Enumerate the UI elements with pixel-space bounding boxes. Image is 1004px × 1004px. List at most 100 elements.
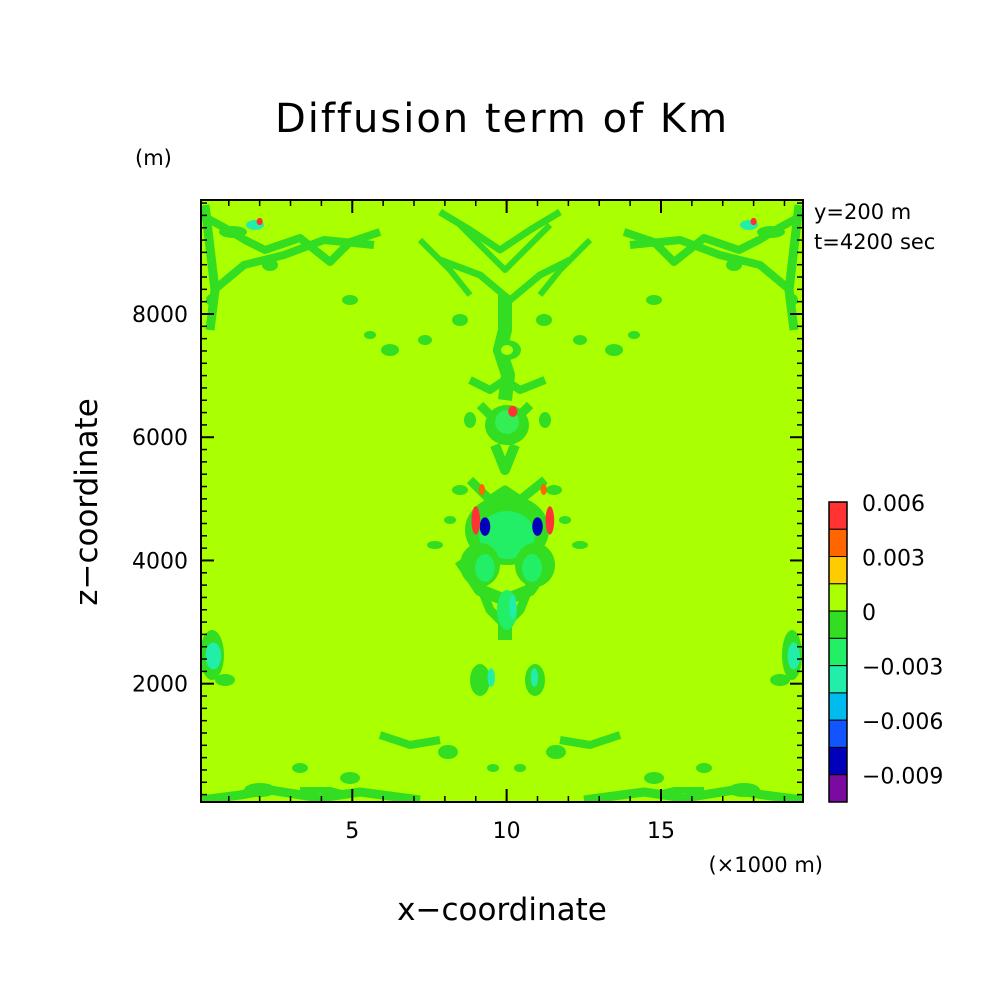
colorbar-swatch xyxy=(828,665,848,694)
contour-band xyxy=(583,785,803,802)
annotation-y-position: y=200 m xyxy=(814,200,911,224)
contour-blob xyxy=(573,335,587,345)
colorbar-swatch xyxy=(828,746,848,776)
contour-blob xyxy=(536,314,552,326)
colorbar-label: −0.006 xyxy=(862,710,943,735)
contour-blob xyxy=(470,664,490,696)
contour-blob xyxy=(475,554,495,582)
contour-blob xyxy=(501,345,513,355)
contour-blob xyxy=(340,772,360,784)
colorbar-swatch xyxy=(828,528,848,558)
y-tick-label: 8000 xyxy=(132,303,188,328)
contour-blob xyxy=(381,344,399,356)
colorbar-label: −0.003 xyxy=(862,656,943,681)
annotation-time: t=4200 sec xyxy=(814,230,935,254)
y-axis-label: z−coordinate xyxy=(69,398,105,606)
contour-blob xyxy=(605,344,623,356)
contour-blob xyxy=(559,516,571,524)
extremum-feature xyxy=(750,217,757,226)
contour-blob xyxy=(546,745,566,759)
contour-blob xyxy=(572,541,588,549)
y-tick-label: 4000 xyxy=(132,549,188,574)
contour-blob xyxy=(696,763,712,773)
contour-blob xyxy=(522,554,542,582)
colorbar-frame xyxy=(828,501,848,803)
contour-band xyxy=(378,731,441,749)
contour-blob xyxy=(452,314,468,326)
contour-band xyxy=(629,236,793,294)
contour-blob xyxy=(726,259,742,271)
colorbar-swatch xyxy=(828,583,848,612)
extremum-feature xyxy=(471,506,481,535)
y-tick-label: 6000 xyxy=(132,426,188,451)
colorbar-swatch xyxy=(828,501,848,530)
contour-band xyxy=(490,443,520,475)
axis-ticks: 5 10 15 2000 4000 6000 8000 xyxy=(132,200,803,844)
contour-blob xyxy=(770,674,790,686)
contour-blob xyxy=(244,783,276,797)
contour-blob xyxy=(487,764,499,772)
extremum-feature xyxy=(540,484,547,496)
colorbar: 0.006 0.003 0 −0.003 −0.006 −0.009 xyxy=(828,492,943,803)
contour-blob xyxy=(539,412,551,428)
colorbar-label: 0 xyxy=(862,601,876,626)
colorbar-swatch xyxy=(828,774,848,803)
contour-blob xyxy=(546,485,562,495)
extremum-feature xyxy=(479,517,491,536)
contour-blob xyxy=(219,226,247,238)
extremum-feature xyxy=(205,642,222,670)
extremum-feature xyxy=(256,217,263,226)
contour-blob xyxy=(215,674,235,686)
plot-frame xyxy=(200,199,804,803)
contour-blob xyxy=(644,772,664,784)
extremum-feature xyxy=(509,594,517,619)
colorbar-label: 0.003 xyxy=(862,547,925,572)
contour-band xyxy=(417,237,473,297)
contour-blob xyxy=(364,331,376,339)
extremum-feature xyxy=(487,668,495,687)
y-tick-label: 2000 xyxy=(132,673,188,698)
contour-blob xyxy=(464,412,476,428)
contour-blob xyxy=(438,745,458,759)
x-tick-label: 10 xyxy=(493,819,521,844)
contour-blob xyxy=(514,764,526,772)
contour-band xyxy=(468,376,547,394)
colorbar-swatch xyxy=(828,719,848,748)
contour-blob xyxy=(427,541,443,549)
extremum-feature xyxy=(532,517,543,536)
x-axis-label: x−coordinate xyxy=(397,892,607,928)
extremum-feature xyxy=(478,484,486,496)
contour-blob xyxy=(479,511,535,559)
contour-blob xyxy=(786,294,798,306)
contour-blob xyxy=(452,485,468,495)
chart-title: Diffusion term of Km xyxy=(275,96,729,142)
colorbar-swatch xyxy=(828,637,848,667)
contour-band xyxy=(300,787,351,798)
contour-band xyxy=(537,237,593,297)
y-unit-label: (m) xyxy=(135,146,172,170)
contour-band xyxy=(559,731,622,749)
contour-band xyxy=(201,785,421,802)
x-tick-label: 5 xyxy=(345,819,359,844)
contour-band xyxy=(457,222,553,273)
colorbar-swatch xyxy=(828,610,848,639)
contour-blob xyxy=(292,763,308,773)
contour-blob xyxy=(646,295,662,305)
colorbar-swatch xyxy=(828,692,848,721)
contour-blob xyxy=(418,335,432,345)
extremum-feature xyxy=(530,668,539,687)
contour-blob xyxy=(342,295,358,305)
contour-blob xyxy=(262,259,278,271)
contour-blob xyxy=(728,783,760,797)
extremum-feature xyxy=(508,405,518,417)
contour-blob xyxy=(757,226,785,238)
x-tick-label: 15 xyxy=(647,819,675,844)
extremum-feature xyxy=(787,642,800,670)
contour-blob xyxy=(206,294,218,306)
contour-blob xyxy=(444,516,456,524)
contour-band xyxy=(211,236,375,294)
extremum-feature xyxy=(545,506,555,535)
colorbar-label: 0.006 xyxy=(862,492,925,517)
contour-blob xyxy=(628,331,640,339)
